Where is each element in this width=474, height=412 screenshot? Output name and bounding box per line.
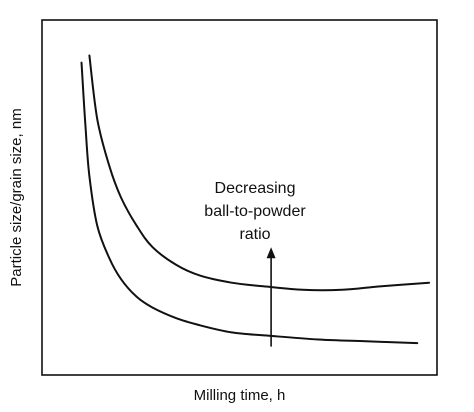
- annotation-layer: Decreasing ball-to-powder ratio: [204, 180, 306, 347]
- series-line-2: [80, 61, 419, 345]
- y-axis-label: Particle size/grain size, nm: [8, 108, 25, 286]
- x-axis-label: Milling time, h: [194, 387, 286, 404]
- annotation-arrowhead: [266, 247, 276, 259]
- plot-frame: [41, 19, 438, 376]
- annotation-text-line: Decreasing: [215, 180, 296, 197]
- series-layer: [80, 54, 431, 345]
- series-line-1: [88, 54, 431, 292]
- annotation-text-line: ratio: [239, 226, 270, 243]
- annotation-text-line: ball-to-powder: [204, 203, 306, 220]
